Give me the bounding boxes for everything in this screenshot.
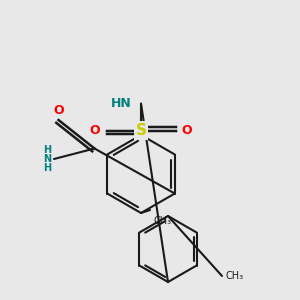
Text: O: O [90,124,101,137]
Text: CH₃: CH₃ [225,271,243,281]
Text: O: O [53,104,64,117]
Text: HN: HN [111,97,132,110]
Text: O: O [182,124,192,137]
Text: CH₃: CH₃ [153,216,171,226]
Text: S: S [136,123,146,138]
Text: H
N
H: H N H [43,145,51,173]
